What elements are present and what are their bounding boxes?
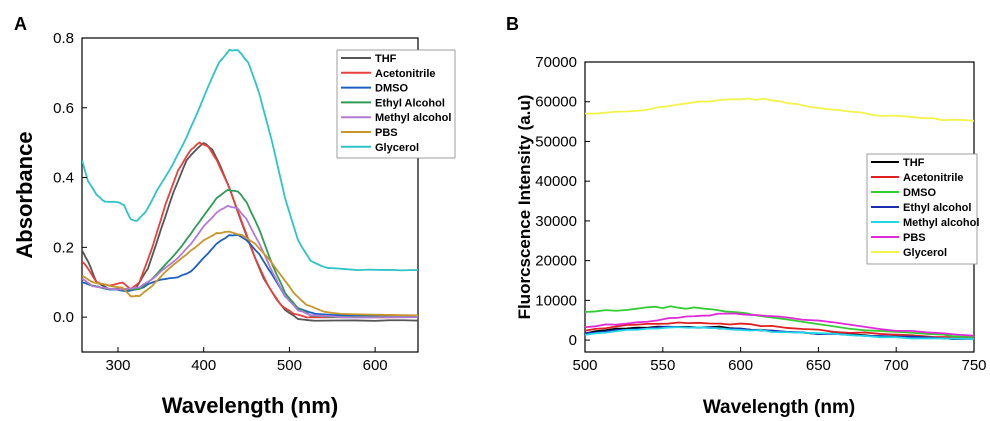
- panel-a-legend: THF Acetonitrile DMSO Ethyl Alcohol Methyl a…: [337, 50, 455, 158]
- legend-label: THF: [375, 53, 397, 65]
- y-tick-label: 0.6: [53, 100, 74, 117]
- panel-b-letter: B: [506, 14, 519, 34]
- series-line-glycerol: [585, 99, 974, 121]
- x-tick-label: 650: [806, 357, 831, 374]
- legend-label: PBS: [903, 232, 926, 244]
- x-tick-label: 700: [884, 357, 909, 374]
- x-tick-label: 400: [191, 357, 216, 374]
- y-tick-label: 30000: [535, 213, 577, 230]
- legend-label: Glycerol: [375, 142, 419, 154]
- panel-a-letter: A: [14, 14, 27, 34]
- panel-b-legend: THF Acetonitrile DMSO Ethyl alcohol Methyl a…: [867, 154, 979, 264]
- legend-label: Acetonitrile: [375, 68, 436, 80]
- series-line-acetonitrile: [82, 142, 418, 317]
- legend-label: Ethyl Alcohol: [375, 97, 445, 109]
- series-line-ethyl-alcohol: [82, 190, 418, 317]
- legend-label: Ethyl alcohol: [903, 202, 971, 214]
- y-tick-label: 0.2: [53, 239, 74, 256]
- x-tick-label: 300: [105, 357, 130, 374]
- panel-a-x-axis-title: Wavelength (nm): [162, 393, 338, 418]
- y-tick-label: 0: [569, 332, 577, 349]
- y-tick-label: 10000: [535, 292, 577, 309]
- y-tick-label: 70000: [535, 54, 577, 71]
- legend-label: DMSO: [375, 83, 408, 95]
- x-tick-label: 750: [961, 357, 986, 374]
- legend-label: Methyl alcohol: [903, 217, 979, 229]
- legend-label: Acetonitrile: [903, 172, 964, 184]
- panel-b-y-axis-title: Fluorcscence Intensity (a.u): [515, 95, 534, 320]
- x-tick-label: 600: [363, 357, 388, 374]
- y-tick-label: 50000: [535, 133, 577, 150]
- panel-a-chart: A 300 400 500 600 0.0 0.2 0.4 0.6 0.8 Wavelength…: [12, 14, 455, 418]
- panel-b-x-axis-title: Wavelength (nm): [703, 397, 855, 418]
- x-tick-label: 500: [277, 357, 302, 374]
- x-tick-label: 600: [728, 357, 753, 374]
- x-tick-label: 500: [572, 357, 597, 374]
- legend-label: DMSO: [903, 187, 936, 199]
- panel-a-y-axis-title: Absorbance: [12, 131, 37, 258]
- y-tick-label: 0.4: [53, 170, 74, 187]
- legend-label: Methyl alcohol: [375, 112, 451, 124]
- legend-label: Glycerol: [903, 247, 947, 259]
- y-tick-label: 0.8: [53, 30, 74, 47]
- y-tick-label: 20000: [535, 253, 577, 270]
- legend-label: PBS: [375, 127, 398, 139]
- panel-b-chart: B 500 550 600 650 700 750 0 10000 20000 30000 4000…: [506, 14, 987, 418]
- y-tick-label: 0.0: [53, 309, 74, 326]
- y-tick-label: 60000: [535, 94, 577, 111]
- legend-label: THF: [903, 157, 925, 169]
- y-tick-label: 40000: [535, 173, 577, 190]
- x-tick-label: 550: [650, 357, 675, 374]
- series-line-methyl-alcohol: [82, 206, 418, 318]
- series-line-thf: [82, 143, 418, 321]
- series-line-acetonitrile: [585, 323, 974, 338]
